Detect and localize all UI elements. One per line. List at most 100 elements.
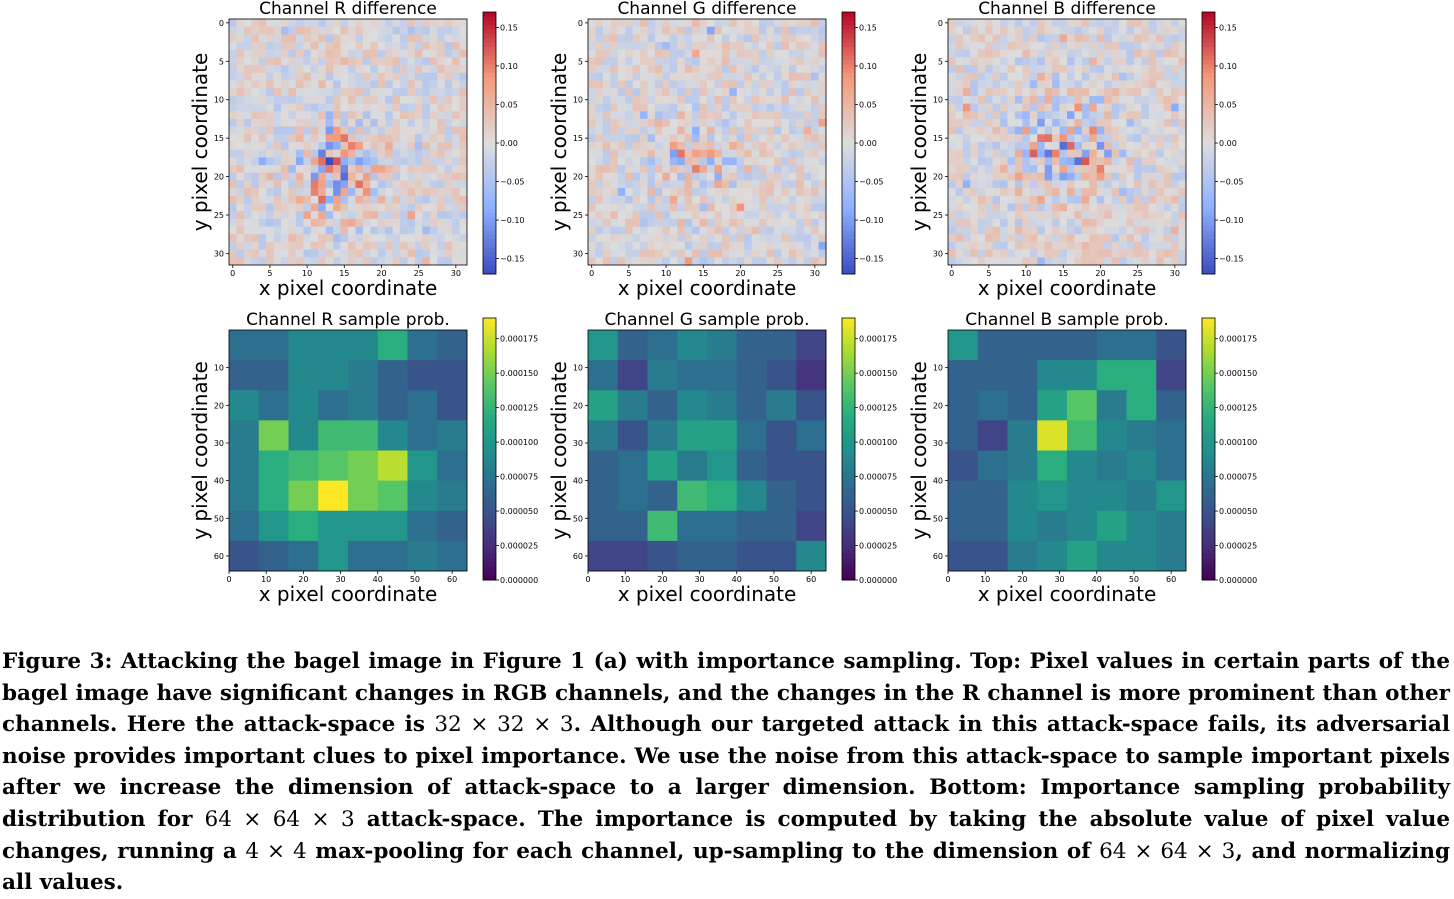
- heatmap-cell: [1074, 249, 1083, 258]
- colorbar-segment: [842, 440, 855, 446]
- heatmap-cell: [1104, 211, 1113, 220]
- heatmap-cell: [370, 118, 379, 128]
- chart-title: Channel B sample prob.: [965, 310, 1168, 330]
- heatmap-cell: [617, 510, 648, 542]
- heatmap-cell: [632, 80, 641, 89]
- heatmap-cell: [759, 65, 767, 74]
- heatmap-cell: [632, 257, 641, 266]
- heatmap-cell: [714, 249, 723, 258]
- heatmap-cell: [684, 118, 693, 128]
- heatmap-cell: [1089, 234, 1098, 243]
- colorbar-segment: [1202, 129, 1215, 135]
- heatmap-cell: [729, 111, 738, 120]
- heatmap-cell: [692, 241, 700, 251]
- heatmap-cell: [1007, 226, 1016, 235]
- heatmap-cell: [251, 65, 260, 74]
- heatmap-cell: [243, 172, 252, 181]
- colorbar-segment: [842, 33, 855, 39]
- heatmap-cell: [1156, 57, 1165, 66]
- heatmap-cell: [962, 65, 971, 74]
- colorbar-segment: [1202, 38, 1215, 44]
- heatmap-cell: [325, 172, 334, 181]
- heatmap-cell: [258, 149, 267, 158]
- heatmap-cell: [1007, 218, 1016, 227]
- heatmap-cell: [781, 126, 790, 135]
- colorbar-segment: [842, 558, 855, 564]
- heatmap-cell: [251, 149, 260, 158]
- heatmap-cell: [1044, 65, 1053, 74]
- heatmap-cell: [1059, 126, 1068, 135]
- heatmap-cell: [1126, 540, 1157, 572]
- heatmap-cell: [303, 180, 312, 189]
- heatmap-cell: [385, 26, 394, 35]
- heatmap-cell: [707, 510, 738, 542]
- heatmap-cell: [355, 118, 364, 128]
- colorbar-segment: [483, 147, 496, 153]
- colorbar-segment: [842, 352, 855, 358]
- heatmap-cell: [437, 172, 446, 181]
- colorbar-segment: [1202, 60, 1215, 65]
- colorbar-segment: [842, 418, 855, 424]
- colorbar-segment: [483, 435, 496, 441]
- heatmap-cell: [1007, 540, 1038, 572]
- heatmap-cell: [640, 142, 648, 151]
- heatmap-cell: [362, 218, 371, 227]
- heatmap-cell: [1067, 180, 1075, 189]
- heatmap-cell: [1000, 149, 1008, 158]
- heatmap-cell: [459, 142, 468, 151]
- heatmap-cell: [662, 203, 671, 212]
- heatmap-cell: [288, 42, 297, 51]
- colorbar-segment: [1202, 396, 1215, 402]
- heatmap-cell: [1104, 126, 1113, 135]
- heatmap-cell: [625, 249, 634, 258]
- heatmap-cell: [1052, 142, 1060, 151]
- heatmap-cell: [751, 180, 760, 189]
- colorbar-segment: [842, 427, 855, 433]
- heatmap-cell: [325, 218, 334, 227]
- heatmap-cell: [392, 80, 401, 89]
- heatmap-cell: [781, 80, 790, 89]
- heatmap-cell: [788, 72, 797, 81]
- y-axis-label: y pixel coordinate: [547, 361, 571, 540]
- heatmap-cell: [699, 142, 708, 151]
- heatmap-cell: [251, 88, 260, 97]
- heatmap-cell: [721, 57, 730, 66]
- heatmap-cell: [1014, 188, 1023, 197]
- heatmap-cell: [243, 42, 252, 51]
- heatmap-cell: [1171, 111, 1179, 120]
- heatmap-cell: [429, 165, 438, 174]
- heatmap-cell: [273, 180, 282, 189]
- heatmap-cell: [407, 19, 416, 28]
- heatmap-cell: [736, 80, 745, 89]
- heatmap-cell: [818, 103, 827, 112]
- heatmap-cell: [647, 203, 656, 212]
- heatmap-cell: [970, 188, 979, 197]
- heatmap-cell: [617, 450, 648, 482]
- heatmap-cell: [610, 72, 619, 81]
- heatmap-cell: [640, 19, 648, 28]
- heatmap-cell: [1044, 195, 1053, 204]
- heatmap-cell: [736, 134, 745, 143]
- heatmap-cell: [1111, 118, 1120, 128]
- heatmap-cell: [1111, 211, 1120, 220]
- heatmap-cell: [437, 257, 446, 266]
- heatmap-cell: [377, 510, 408, 542]
- heatmap-cell: [236, 257, 245, 266]
- heatmap-cell: [707, 142, 715, 151]
- heatmap-cell: [310, 72, 319, 81]
- heatmap-cell: [647, 149, 656, 158]
- heatmap-cell: [400, 65, 408, 74]
- heatmap-cell: [318, 111, 327, 120]
- heatmap-cell: [625, 57, 634, 66]
- heatmap-cell: [355, 241, 364, 251]
- heatmap-cell: [348, 95, 356, 104]
- heatmap-cell: [303, 103, 312, 112]
- colorbar-segment: [842, 204, 855, 209]
- heatmap-cell: [1133, 157, 1142, 166]
- heatmap-cell: [340, 26, 349, 35]
- heatmap-cell: [588, 234, 596, 243]
- heatmap-cell: [977, 19, 986, 28]
- heatmap-cell: [962, 134, 971, 143]
- heatmap-cell: [318, 118, 327, 128]
- colorbar-segment: [483, 12, 496, 17]
